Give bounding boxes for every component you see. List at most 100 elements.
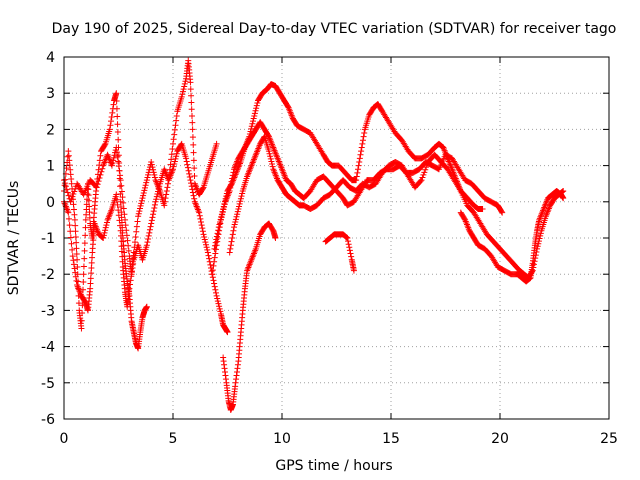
data-point [143,179,150,186]
series-trace-8 [457,187,567,285]
data-point [250,118,257,125]
data-point [419,174,426,181]
series-trace-3 [61,57,220,278]
data-point [162,195,169,202]
data-point [67,198,74,205]
data-point [119,253,126,260]
data-point [358,148,365,155]
data-point [537,230,544,237]
data-point [110,157,117,164]
data-point [137,202,144,209]
data-point [148,161,155,168]
data-point [85,192,92,199]
data-point [268,158,275,165]
data-point [206,255,213,262]
data-point [173,117,180,124]
data-point [187,177,194,184]
x-tick-label: 5 [169,431,178,447]
data-point [132,239,139,246]
data-point [188,92,195,99]
data-point [73,245,80,252]
data-point [214,298,221,305]
data-point [199,225,206,232]
data-point [348,253,355,260]
data-point [187,79,194,86]
data-point [207,261,214,268]
data-point [272,235,279,241]
y-tick-label: -4 [41,340,55,356]
data-point [118,182,125,189]
data-point [212,246,219,253]
data-point [191,172,198,179]
y-tick-label: 1 [46,159,55,175]
data-point [73,251,80,258]
data-point [172,122,179,129]
data-point [179,88,186,95]
data-point [251,110,258,117]
data-point [87,285,94,292]
data-point [356,158,363,165]
data-point [249,120,256,127]
data-point [343,233,350,240]
data-point [189,186,196,193]
data-point [212,286,219,293]
data-point [118,188,125,195]
data-point [150,169,157,176]
data-point [69,253,76,260]
data-point [202,239,209,246]
data-point [71,216,78,223]
data-point [217,308,224,315]
data-point [80,271,87,278]
data-point [535,240,542,247]
data-point [109,160,116,167]
data-point [98,168,105,175]
data-point [122,222,129,229]
data-point [140,192,147,199]
series-trace-7 [226,133,567,281]
data-point [355,162,362,169]
data-point [221,203,228,210]
data-point [111,152,118,159]
data-point [117,232,124,239]
data-point [95,178,102,185]
series-trace-2 [61,140,231,336]
data-point [68,240,75,247]
data-point [63,186,70,193]
data-point [72,269,79,276]
data-point [136,208,143,215]
data-point [70,191,77,198]
data-point [107,122,114,129]
data-point [71,211,78,218]
data-point [125,242,132,249]
data-point [343,234,350,241]
data-point [205,252,212,259]
y-tick-label: 3 [46,86,55,102]
data-point [228,238,235,245]
data-point [82,216,89,223]
data-layer [61,57,567,413]
data-point [216,303,223,310]
data-point [67,228,74,235]
data-point [209,267,216,274]
data-point [82,232,89,239]
data-point [165,177,172,184]
series-trace-1 [61,90,150,352]
data-point [132,233,139,240]
data-point [81,255,88,262]
data-point [113,97,120,104]
data-point [209,274,216,281]
data-point [260,134,267,141]
data-point [216,224,223,231]
data-point [131,244,138,251]
data-point [117,177,124,184]
data-point [417,178,424,185]
data-point [166,166,173,173]
data-point [182,78,189,85]
data-point [119,194,126,201]
data-point [161,198,168,205]
data-point [169,146,176,153]
data-point [529,267,536,274]
data-point [134,218,141,225]
data-point [72,185,79,192]
data-point [422,166,429,173]
